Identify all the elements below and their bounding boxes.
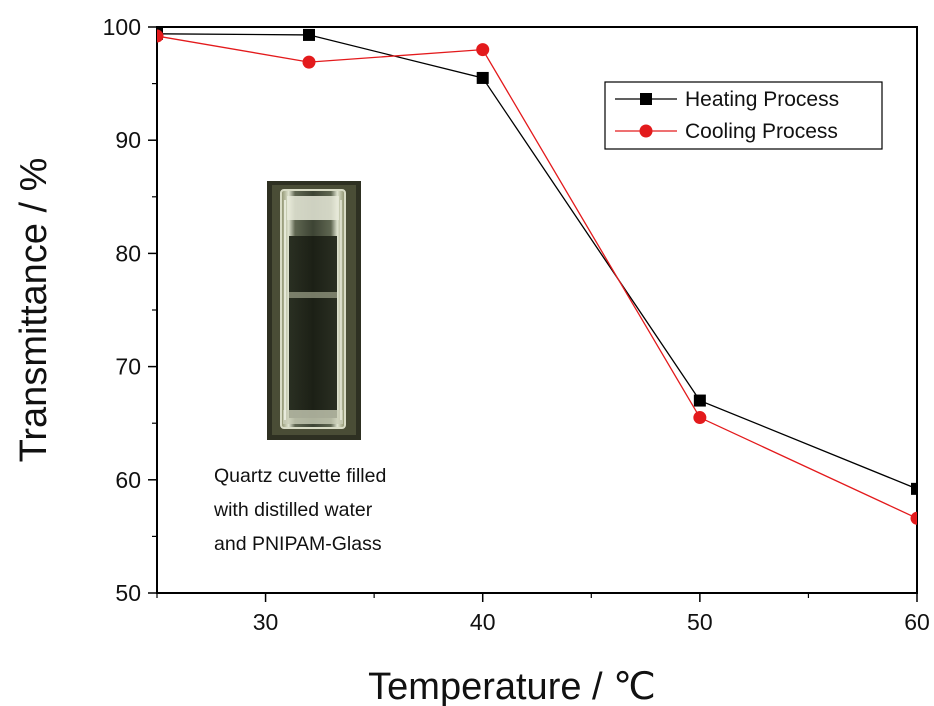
- y-tick-label: 50: [115, 580, 141, 606]
- y-axis: 50 60 70 80 90 100: [103, 14, 157, 606]
- y-axis-title: Transmittance / %: [13, 158, 55, 463]
- data-point-square: [693, 394, 706, 407]
- y-tick-label: 100: [103, 14, 141, 40]
- data-point-square: [476, 71, 489, 84]
- data-point-square: [911, 482, 917, 495]
- x-tick-label: 30: [253, 609, 279, 635]
- cuvette-photo: [267, 181, 361, 440]
- data-point-circle: [302, 55, 316, 69]
- data-point-circle: [910, 511, 917, 525]
- data-point-circle: [157, 29, 164, 43]
- x-tick-label: 50: [687, 609, 713, 635]
- inset-caption-line-3: and PNIPAM-Glass: [214, 533, 382, 555]
- x-axis: 30 40 50 60: [156, 593, 930, 635]
- data-point-circle: [693, 411, 707, 425]
- inset-caption: Quartz cuvette filled with distilled wat…: [213, 465, 386, 555]
- y-tick-label: 60: [115, 467, 141, 493]
- y-tick-label: 80: [115, 240, 141, 266]
- data-point-circle: [476, 43, 490, 57]
- y-tick-label: 90: [115, 127, 141, 153]
- x-tick-label: 60: [904, 609, 930, 635]
- legend: Heating Process Cooling Process: [604, 81, 883, 150]
- inset-caption-line-2: with distilled water: [213, 499, 373, 521]
- y-tick-label: 70: [115, 354, 141, 380]
- inset-caption-line-1: Quartz cuvette filled: [214, 465, 386, 487]
- data-point-square: [303, 28, 315, 41]
- legend-marker-square: [640, 93, 652, 105]
- series-cooling: [157, 29, 917, 525]
- series-layer: [157, 27, 917, 525]
- legend-marker-circle: [639, 124, 653, 138]
- legend-label: Heating Process: [685, 88, 839, 111]
- legend-label: Cooling Process: [685, 120, 838, 143]
- x-tick-label: 40: [470, 609, 496, 635]
- x-axis-title: Temperature / ℃: [368, 666, 656, 706]
